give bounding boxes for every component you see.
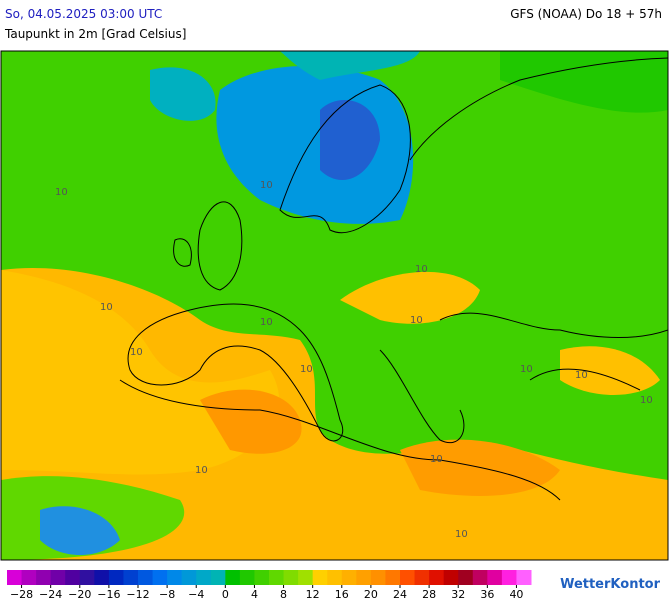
colorbar-swatch [443,570,459,585]
contour-label: 10 [55,187,68,198]
contour-labels: 10 10 10 10 10 10 10 10 10 10 10 10 10 10 [55,180,653,540]
colorbar-swatch [181,570,197,585]
colorbar-tick-label: 32 [451,588,465,600]
colorbar-swatch [312,570,328,585]
colorbar-swatch [123,570,139,585]
colorbar-swatch [298,570,314,585]
colorbar-tick-label: −24 [39,588,62,600]
contour-label: 10 [260,180,273,191]
map: 10 10 10 10 10 10 10 10 10 10 10 10 10 10 [0,50,669,561]
colorbar-swatch [65,570,81,585]
colorbar-swatch [21,570,37,585]
colorbar-tick-label: 40 [509,588,523,600]
colorbar: −28 −24 −20 −16 −12 −8 −4 0 4 8 12 16 20 24 28 32 36 40 [7,570,532,600]
colorbar-swatch [152,570,168,585]
colorbar-swatch [501,570,517,585]
colorbar-tick-label: −16 [97,588,120,600]
contour-label: 10 [520,364,533,375]
colorbar-tick-label: 20 [364,588,378,600]
colorbar-tick-label: 24 [393,588,407,600]
colorbar-swatch [269,570,285,585]
colorbar-swatch [210,570,226,585]
contour-label: 10 [430,454,443,465]
model-run: GFS (NOAA) Do 18 + 57h [510,7,662,21]
colorbar-tick-label: 28 [422,588,436,600]
colorbar-swatch [472,570,488,585]
colorbar-tick-label: 8 [280,588,287,600]
colorbar-swatch [341,570,357,585]
colorbar-swatch [414,570,430,585]
colorbar-swatch [254,570,270,585]
contour-label: 10 [130,347,143,358]
colorbar-swatch [225,570,241,585]
map-frame [0,50,669,561]
colorbar-swatch [356,570,372,585]
colorbar-swatch [400,570,416,585]
colorbar-swatch [429,570,445,585]
colorbar-swatch [7,570,23,585]
contour-label: 10 [100,302,113,313]
colorbar-tick-label: 12 [306,588,320,600]
colorbar-tick-label: 16 [335,588,349,600]
contour-label: 10 [410,315,423,326]
colorbar-swatch [283,570,299,585]
valid-time: So, 04.05.2025 03:00 UTC [5,7,162,21]
contour-label: 10 [640,395,653,406]
contour-label: 10 [300,364,313,375]
contour-label: 10 [455,529,468,540]
colorbar-swatch [487,570,503,585]
colorbar-tick-label: −4 [188,588,204,600]
colorbar-swatch [516,570,532,585]
parameter: Taupunkt in 2m [Grad Celsius] [4,27,186,41]
colorbar-tick-label: 0 [222,588,229,600]
colorbar-tick-label: −12 [126,588,149,600]
colorbar-swatch [108,570,124,585]
contour-label: 10 [260,317,273,328]
colorbar-swatch [239,570,255,585]
colorbar-tick-label: 36 [480,588,494,600]
colorbar-swatch [458,570,474,585]
colorbar-swatch [167,570,183,585]
colorbar-swatch [138,570,154,585]
colorbar-swatch [50,570,66,585]
colorbar-swatch [327,570,343,585]
colorbar-swatch [196,570,212,585]
colorbar-tick-label: −8 [159,588,175,600]
contour-label: 10 [415,264,428,275]
contour-label: 10 [575,370,588,381]
colorbar-tick-label: 4 [251,588,258,600]
colorbar-tick-label: −28 [10,588,33,600]
colorbar-swatch [385,570,401,585]
colorbar-tick-label: −20 [68,588,91,600]
contour-label: 10 [195,465,208,476]
colorbar-swatch [94,570,110,585]
colorbar-swatch [36,570,52,585]
colorbar-swatch [370,570,386,585]
colorbar-swatch [79,570,95,585]
logo: WetterKontor [560,577,661,592]
